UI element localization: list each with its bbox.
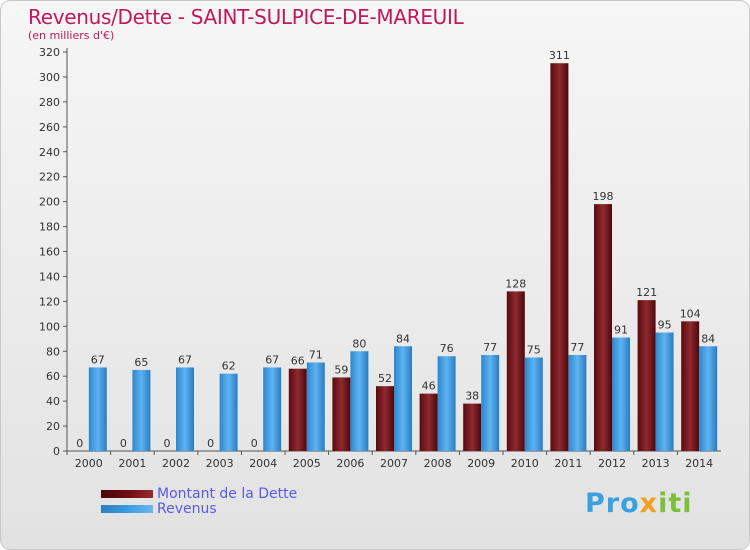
revenue-value-label: 76 — [440, 342, 454, 355]
debt-value-label: 46 — [422, 380, 436, 393]
revenue-bar — [481, 354, 500, 451]
debt-value-label: 0 — [120, 437, 127, 450]
debt-bar — [594, 204, 612, 451]
debt-value-label: 198 — [593, 190, 614, 203]
y-tick-label: 300 — [39, 71, 60, 84]
x-tick-label: 2008 — [424, 457, 452, 470]
legend-label-revenue: Revenus — [157, 500, 217, 517]
revenue-bar — [612, 337, 630, 451]
legend: Montant de la Dette Revenus — [101, 485, 298, 517]
y-tick-label: 220 — [39, 171, 60, 184]
x-tick-label: 2005 — [293, 457, 321, 470]
revenue-value-label: 67 — [265, 353, 279, 366]
y-tick-label: 60 — [46, 370, 60, 383]
revenue-value-label: 84 — [701, 332, 715, 345]
legend-item-revenue: Revenus — [101, 500, 297, 517]
y-tick-label: 180 — [39, 221, 60, 234]
revenue-bar — [176, 367, 194, 451]
debt-value-label: 66 — [291, 355, 305, 368]
revenue-value-label: 95 — [658, 319, 672, 332]
revenue-bar — [437, 356, 456, 451]
x-tick-label: 2010 — [511, 457, 539, 470]
debt-value-label: 0 — [251, 437, 258, 450]
debt-value-label: 121 — [636, 286, 657, 299]
legend-swatch-revenue — [101, 504, 153, 513]
x-tick-label: 2006 — [336, 457, 364, 470]
legend-swatch-debt — [101, 489, 153, 498]
revenue-bar — [568, 354, 587, 451]
proxiti-logo: Proxiti — [585, 488, 693, 519]
debt-value-label: 128 — [505, 277, 526, 290]
revenue-value-label: 77 — [570, 341, 584, 354]
y-tick-label: 280 — [39, 96, 60, 109]
debt-bar — [463, 403, 482, 451]
revenue-value-label: 80 — [352, 337, 366, 350]
x-tick-label: 2014 — [685, 457, 713, 470]
revenue-bar — [350, 351, 369, 451]
revenue-value-label: 77 — [483, 341, 497, 354]
y-tick-label: 100 — [39, 320, 60, 333]
revenue-value-label: 62 — [222, 360, 236, 373]
debt-value-label: 59 — [334, 363, 348, 376]
debt-bar — [332, 377, 351, 451]
x-tick-label: 2009 — [467, 457, 495, 470]
debt-value-label: 104 — [680, 307, 701, 320]
x-tick-label: 2011 — [554, 457, 582, 470]
revenue-bar — [132, 369, 151, 451]
revenue-bar — [219, 373, 238, 451]
debt-bar — [681, 321, 700, 451]
revenue-value-label: 75 — [527, 343, 541, 356]
revenue-bar — [524, 357, 543, 451]
revenue-value-label: 84 — [396, 332, 410, 345]
y-tick-label: 140 — [39, 270, 60, 283]
debt-bar — [506, 291, 525, 451]
x-tick-label: 2007 — [380, 457, 408, 470]
debt-bar — [376, 386, 394, 451]
revenue-value-label: 91 — [614, 324, 628, 337]
y-tick-label: 40 — [46, 395, 60, 408]
revenue-bar — [699, 346, 718, 451]
x-tick-label: 2002 — [162, 457, 190, 470]
y-tick-label: 0 — [53, 445, 60, 458]
x-tick-label: 2012 — [598, 457, 626, 470]
debt-value-label: 0 — [164, 437, 171, 450]
debt-bar — [288, 368, 307, 451]
legend-item-debt: Montant de la Dette — [101, 485, 298, 502]
revenue-value-label: 71 — [309, 348, 323, 361]
y-tick-label: 240 — [39, 146, 60, 159]
revenue-value-label: 67 — [91, 353, 105, 366]
legend-label-debt: Montant de la Dette — [157, 485, 298, 502]
debt-bar — [550, 63, 569, 452]
chart-title: Revenus/Dette - SAINT-SULPICE-DE-MAREUIL — [28, 5, 464, 29]
debt-value-label: 0 — [76, 437, 83, 450]
revenue-value-label: 65 — [134, 356, 148, 369]
x-tick-label: 2013 — [642, 457, 670, 470]
revenue-bar — [88, 367, 107, 451]
revenue-bar — [306, 362, 325, 451]
revenue-bar — [655, 332, 674, 451]
y-tick-label: 160 — [39, 246, 60, 259]
y-tick-label: 20 — [46, 420, 60, 433]
revenue-bar — [263, 367, 282, 451]
y-tick-label: 80 — [46, 345, 60, 358]
y-tick-label: 320 — [39, 46, 60, 59]
revenue-bar — [394, 346, 412, 451]
debt-value-label: 52 — [378, 372, 392, 385]
x-tick-label: 2004 — [249, 457, 277, 470]
x-tick-label: 2003 — [206, 457, 234, 470]
debt-value-label: 0 — [207, 437, 214, 450]
debt-value-label: 311 — [549, 49, 570, 62]
chart-subtitle: (en milliers d'€) — [28, 29, 115, 42]
x-tick-label: 2001 — [118, 457, 146, 470]
y-tick-label: 120 — [39, 295, 60, 308]
y-tick-label: 260 — [39, 121, 60, 134]
debt-value-label: 38 — [465, 390, 479, 403]
x-tick-label: 2000 — [75, 457, 103, 470]
revenue-value-label: 67 — [178, 353, 192, 366]
debt-bar — [637, 300, 656, 451]
debt-bar — [419, 393, 438, 451]
y-tick-label: 200 — [39, 196, 60, 209]
